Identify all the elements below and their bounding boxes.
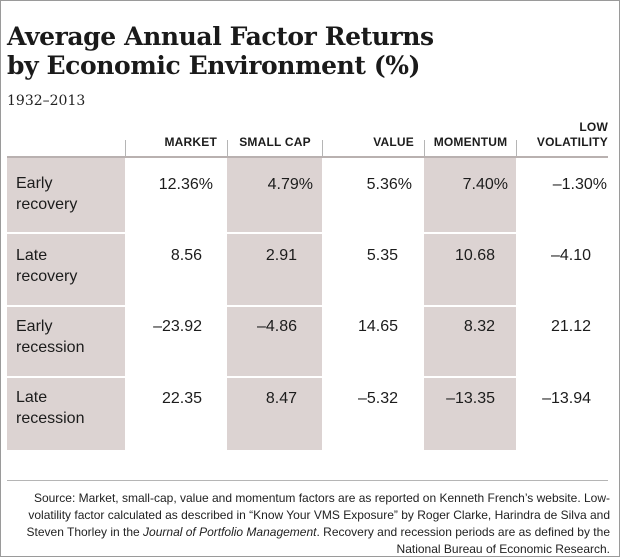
col-header-low-volatility-line1: LOW (579, 120, 608, 134)
period-subtitle: 1932–2013 (7, 93, 86, 109)
row-label-text: recession (16, 339, 85, 356)
cell-early-recession-low-volatility: 21.12 (550, 318, 591, 335)
row-label-text: recovery (16, 196, 78, 213)
row-label-early-recession: Early recession (16, 316, 121, 358)
momentum-column-shade (424, 158, 516, 450)
cell-late-recovery-market: 8.56 (170, 247, 202, 264)
cell-early-recovery-small-cap: 4.79% (267, 176, 313, 193)
col-header-momentum: MOMENTUM (426, 114, 515, 158)
header-divider (516, 140, 517, 156)
chart-title: Average Annual Factor Returns by Economi… (7, 22, 607, 80)
cell-late-recovery-momentum: 10.68 (454, 247, 495, 264)
row-label-text: Late (16, 389, 48, 406)
small-cap-column-shade (227, 158, 322, 450)
header-divider (424, 140, 425, 156)
cell-early-recession-small-cap: –4.86 (256, 318, 297, 335)
title-line-2: by Economic Environment (%) (7, 51, 421, 80)
row-label-text: recession (16, 410, 85, 427)
source-journal-title: Journal of Portfolio Management (143, 525, 317, 539)
row-label-early-recovery: Early recovery (16, 173, 121, 215)
col-header-momentum-text: MOMENTUM (433, 135, 508, 149)
cell-early-recovery-value: 5.36% (366, 176, 412, 193)
cell-late-recovery-low-volatility: –4.10 (550, 247, 591, 264)
row-label-text: recovery (16, 268, 78, 285)
cell-late-recovery-small-cap: 2.91 (265, 247, 297, 264)
col-header-low-volatility: LOW VOLATILITY (518, 114, 616, 158)
col-header-small-cap: SMALL CAP (229, 114, 321, 158)
col-header-small-cap-text: SMALL CAP (239, 135, 311, 149)
header-divider (125, 140, 126, 156)
source-note: Source: Market, small-cap, value and mom… (10, 490, 610, 558)
col-header-market-text: MARKET (164, 135, 217, 149)
cell-late-recession-value: –5.32 (357, 390, 398, 407)
col-header-low-volatility-line2: VOLATILITY (536, 135, 608, 149)
cell-early-recovery-low-volatility: –1.30% (552, 176, 607, 193)
row-separator (7, 232, 608, 234)
row-label-text: Late (16, 247, 48, 264)
cell-early-recession-value: 14.65 (357, 318, 398, 335)
row-label-text: Early (16, 318, 53, 335)
source-text-end: . Recovery and recession periods are as … (316, 525, 610, 556)
row-separator (7, 376, 608, 378)
cell-late-recession-momentum: –13.35 (446, 390, 495, 407)
cell-late-recession-low-volatility: –13.94 (542, 390, 591, 407)
cell-early-recession-market: –23.92 (153, 318, 202, 335)
footer-rule (7, 480, 608, 481)
header-rule (7, 156, 608, 158)
row-label-text: Early (16, 175, 53, 192)
row-label-late-recovery: Late recovery (16, 245, 121, 287)
header-divider (322, 140, 323, 156)
label-column-shade (7, 158, 125, 450)
title-line-1: Average Annual Factor Returns (7, 22, 434, 51)
cell-late-recession-small-cap: 8.47 (265, 390, 297, 407)
col-header-value-text: VALUE (373, 135, 414, 149)
cell-late-recession-market: 22.35 (161, 390, 202, 407)
cell-early-recovery-market: 12.36% (158, 176, 213, 193)
col-header-value: VALUE (324, 114, 422, 158)
cell-early-recession-momentum: 8.32 (463, 318, 495, 335)
cell-late-recovery-value: 5.35 (366, 247, 398, 264)
row-label-late-recession: Late recession (16, 387, 121, 429)
source-text: Source: Market, small-cap, value and mom… (26, 491, 610, 539)
header-divider (227, 140, 228, 156)
col-header-market: MARKET (127, 114, 225, 158)
cell-early-recovery-momentum: 7.40% (462, 176, 508, 193)
row-separator (7, 305, 608, 307)
